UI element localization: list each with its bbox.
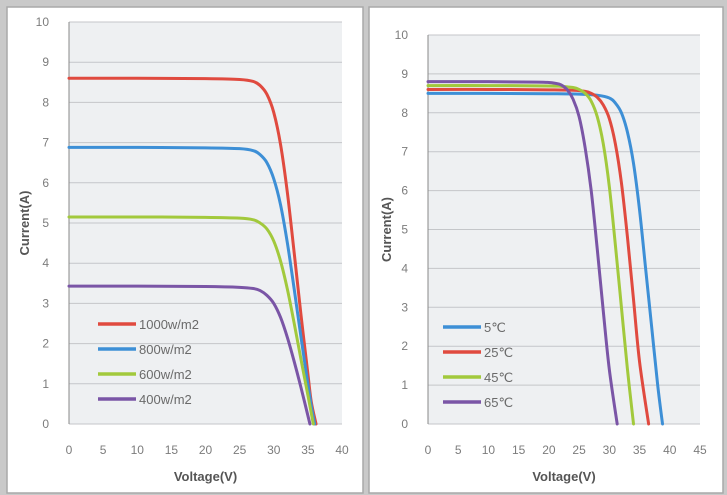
x-axis-label: Voltage(V) (174, 469, 237, 484)
y-tick-label: 3 (42, 296, 49, 310)
y-tick-label: 10 (395, 28, 409, 42)
series-line (426, 84, 636, 426)
irradiance-chart: 0 1 2 3 4 5 6 7 8 9 10 0 5 10 15 20 25 30 35 40 Voltage(V) Cu… (6, 6, 364, 494)
y-tick-label: 7 (42, 136, 49, 150)
y-tick-label: 2 (42, 337, 49, 351)
y-tick-label: 9 (401, 67, 408, 81)
y-tick-label: 10 (36, 15, 50, 29)
y-axis-label: Current(A) (379, 197, 394, 262)
x-tick-label: 10 (482, 443, 496, 457)
x-tick-label: 25 (233, 443, 247, 457)
x-tick-label: 0 (66, 443, 73, 457)
y-tick-label: 8 (42, 95, 49, 109)
x-tick-label: 5 (455, 443, 462, 457)
legend-label: 65℃ (484, 395, 513, 410)
y-tick-label: 9 (42, 55, 49, 69)
x-tick-label: 35 (301, 443, 315, 457)
x-tick-label: 15 (512, 443, 526, 457)
y-tick-label: 0 (401, 417, 408, 431)
y-tick-label: 7 (401, 145, 408, 159)
legend-label: 1000w/m2 (139, 317, 199, 332)
y-tick-label: 2 (401, 339, 408, 353)
x-tick-label: 20 (542, 443, 556, 457)
y-tick-label: 3 (401, 300, 408, 314)
y-tick-label: 1 (401, 378, 408, 392)
y-tick-label: 5 (42, 216, 49, 230)
x-axis-label: Voltage(V) (532, 469, 595, 484)
y-tick-label: 4 (42, 256, 49, 270)
series-line (426, 87, 651, 426)
x-tick-label: 0 (425, 443, 432, 457)
x-tick-label: 45 (693, 443, 707, 457)
series-line (426, 91, 665, 426)
x-tick-label: 15 (165, 443, 179, 457)
x-tick-label: 35 (633, 443, 647, 457)
legend-label: 800w/m2 (139, 342, 192, 357)
series-line (67, 145, 317, 426)
series-line (67, 284, 312, 426)
series-line (426, 80, 619, 426)
y-tick-label: 4 (401, 261, 408, 275)
legend-label: 45℃ (484, 370, 513, 385)
x-tick-label: 40 (663, 443, 677, 457)
legend-label: 5℃ (484, 320, 506, 335)
x-tick-label: 10 (131, 443, 145, 457)
y-tick-label: 5 (401, 223, 408, 237)
series-line (67, 76, 318, 426)
y-tick-label: 6 (42, 176, 49, 190)
x-tick-label: 40 (335, 443, 349, 457)
x-tick-label: 30 (603, 443, 617, 457)
y-tick-label: 0 (42, 417, 49, 431)
x-tick-label: 25 (572, 443, 586, 457)
legend-label: 400w/m2 (139, 392, 192, 407)
legend-label: 25℃ (484, 345, 513, 360)
y-tick-label: 1 (42, 377, 49, 391)
x-tick-label: 5 (100, 443, 107, 457)
y-tick-label: 8 (401, 106, 408, 120)
x-tick-label: 30 (267, 443, 281, 457)
x-tick-label: 20 (199, 443, 213, 457)
legend-label: 600w/m2 (139, 367, 192, 382)
series-line (67, 215, 315, 426)
y-tick-label: 6 (401, 184, 408, 198)
y-axis-label: Current(A) (17, 191, 32, 256)
